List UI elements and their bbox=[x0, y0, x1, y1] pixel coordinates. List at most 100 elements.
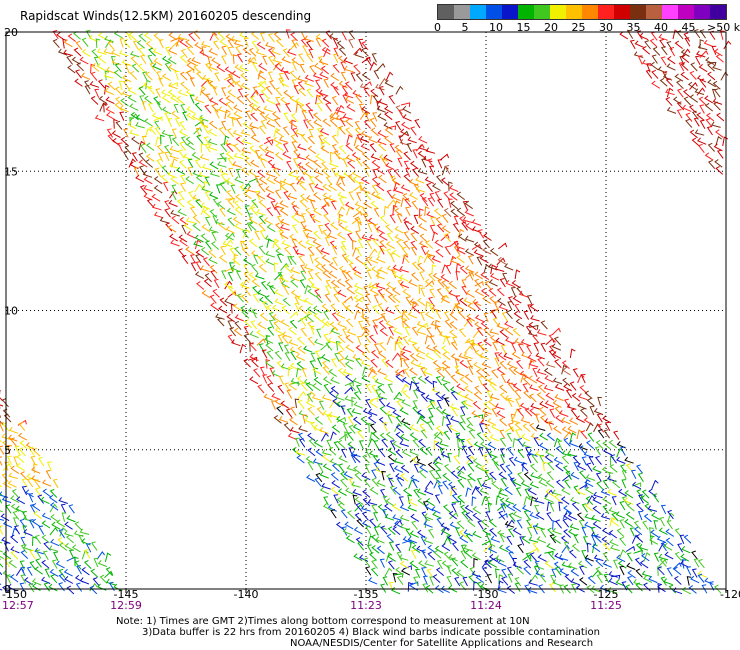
wind-barb bbox=[409, 298, 419, 306]
wind-barb bbox=[561, 450, 572, 457]
wind-barb bbox=[436, 399, 442, 410]
wind-barb bbox=[417, 297, 426, 307]
wind-barb bbox=[373, 461, 380, 471]
wind-barb bbox=[394, 422, 402, 433]
wind-barb bbox=[51, 521, 61, 530]
wind-barb bbox=[498, 471, 508, 480]
wind-barb bbox=[434, 366, 445, 372]
wind-barb bbox=[264, 113, 275, 122]
wind-barb bbox=[378, 397, 386, 407]
wind-barb bbox=[332, 285, 340, 296]
wind-barb bbox=[445, 264, 452, 275]
wind-barb bbox=[538, 584, 545, 594]
wind-barb bbox=[450, 208, 459, 218]
wind-barb bbox=[291, 61, 297, 71]
wind-barb bbox=[488, 471, 497, 481]
wind-barb bbox=[265, 85, 273, 95]
wind-barb bbox=[320, 65, 330, 75]
wind-barb bbox=[385, 71, 394, 81]
wind-barb bbox=[400, 433, 410, 442]
wind-barb bbox=[2, 551, 12, 560]
wind-barb bbox=[396, 399, 404, 409]
wind-barb bbox=[491, 369, 499, 379]
wind-barb bbox=[360, 416, 369, 426]
wind-barb bbox=[523, 566, 531, 576]
wind-barb bbox=[387, 199, 397, 208]
wind-barb bbox=[243, 37, 249, 47]
wind-barb bbox=[451, 500, 462, 506]
wind-barb bbox=[171, 190, 177, 201]
wind-barb bbox=[73, 47, 82, 57]
wind-barb bbox=[507, 573, 513, 583]
wind-barb bbox=[425, 249, 436, 257]
wind-barb bbox=[405, 296, 412, 306]
wind-barb bbox=[323, 197, 330, 207]
wind-barb bbox=[714, 584, 722, 594]
wind-barb bbox=[224, 109, 231, 120]
wind-barb bbox=[554, 383, 565, 391]
wind-barb bbox=[307, 270, 314, 280]
wind-barb bbox=[421, 158, 427, 168]
wind-barb bbox=[435, 477, 441, 487]
wind-barb bbox=[21, 478, 28, 488]
wind-barb bbox=[506, 446, 514, 456]
wind-barb bbox=[275, 142, 284, 152]
wind-barb bbox=[569, 417, 579, 426]
wind-barb bbox=[106, 112, 115, 120]
wind-barb bbox=[205, 77, 212, 87]
wind-barb bbox=[369, 143, 377, 153]
wind-barb bbox=[552, 327, 561, 336]
wind-barb bbox=[344, 361, 354, 370]
wind-barb bbox=[295, 437, 300, 447]
wind-barb bbox=[387, 454, 396, 463]
wind-barb bbox=[545, 488, 555, 497]
wind-barb bbox=[257, 384, 265, 394]
wind-barb bbox=[391, 352, 401, 361]
legend-swatch bbox=[518, 5, 534, 19]
wind-barb bbox=[11, 488, 20, 498]
wind-barb bbox=[400, 102, 411, 107]
wind-barb bbox=[409, 380, 416, 391]
wind-barb bbox=[265, 258, 275, 266]
wind-barb bbox=[223, 74, 234, 81]
wind-barb bbox=[305, 382, 314, 391]
wind-barb bbox=[368, 334, 377, 344]
wind-barb bbox=[330, 82, 339, 91]
wind-barb bbox=[636, 489, 644, 499]
wind-barb bbox=[46, 461, 52, 471]
wind-barb bbox=[514, 422, 523, 431]
wind-barb bbox=[92, 577, 100, 587]
wind-barb bbox=[437, 159, 443, 169]
wind-barb bbox=[385, 162, 395, 171]
wind-barb bbox=[303, 378, 313, 386]
wind-barb bbox=[666, 56, 676, 65]
wind-barb bbox=[411, 376, 418, 386]
wind-barb bbox=[585, 496, 594, 506]
wind-barb bbox=[275, 96, 281, 107]
wind-barb bbox=[267, 71, 273, 81]
wind-barb bbox=[474, 281, 484, 287]
wind-barb bbox=[251, 40, 259, 50]
wind-barb bbox=[586, 542, 592, 553]
wind-barb bbox=[681, 545, 691, 554]
wind-barb bbox=[313, 159, 322, 169]
legend-swatch bbox=[566, 5, 582, 19]
wind-barb bbox=[593, 407, 604, 416]
wind-barb bbox=[656, 535, 667, 543]
wind-barb bbox=[416, 328, 426, 335]
wind-barb bbox=[336, 40, 345, 50]
wind-barb bbox=[327, 337, 338, 344]
wind-barb bbox=[352, 494, 358, 505]
wind-barb bbox=[176, 95, 185, 105]
wind-barb bbox=[353, 136, 361, 147]
wind-barb bbox=[274, 63, 283, 72]
wind-barb bbox=[6, 455, 12, 465]
wind-barb bbox=[546, 432, 555, 442]
wind-barb bbox=[60, 503, 66, 514]
wind-barb bbox=[35, 549, 42, 559]
wind-barb bbox=[338, 145, 347, 155]
wind-barb bbox=[283, 344, 290, 354]
wind-barb bbox=[333, 53, 339, 63]
wind-barb bbox=[0, 550, 3, 553]
wind-barb bbox=[426, 568, 434, 578]
